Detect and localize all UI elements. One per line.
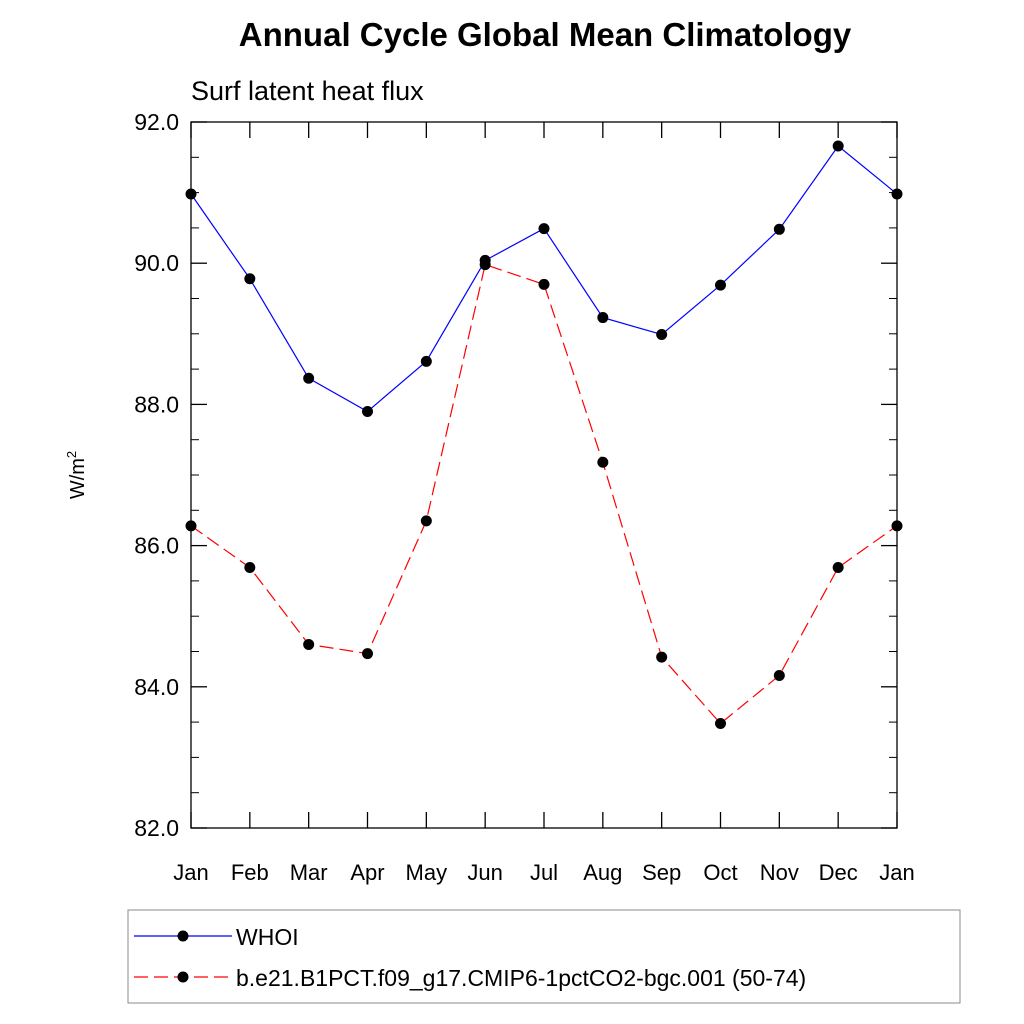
y-axis-label-superscript: 2: [64, 451, 79, 458]
data-point: [303, 638, 315, 650]
data-point: [538, 223, 550, 235]
data-point: [244, 273, 256, 285]
chart-subtitle: Surf latent heat flux: [191, 76, 424, 106]
data-point: [715, 718, 726, 730]
data-point: [715, 279, 726, 291]
data-point: [773, 223, 785, 235]
y-tick-label: 86.0: [134, 533, 179, 559]
legend-marker: [177, 930, 189, 942]
x-tick-label: Sep: [642, 860, 681, 885]
data-point: [597, 312, 609, 324]
series-1: [185, 140, 903, 417]
data-point: [303, 372, 315, 384]
data-point: [773, 670, 785, 682]
legend-box: [127, 909, 961, 1004]
x-tick-label: Jul: [530, 860, 558, 885]
y-tick-label: 92.0: [134, 109, 179, 135]
y-tick-label: 90.0: [134, 250, 179, 276]
data-point: [538, 278, 550, 290]
legend: WHOI b.e21.B1PCT.f09_g17.CMIP6-1pctCO2-bg…: [127, 909, 961, 1004]
series-line: [190, 263, 898, 725]
data-point: [891, 520, 903, 532]
x-tick-label: Apr: [350, 860, 384, 885]
x-tick-label: Oct: [703, 860, 737, 885]
data-point: [362, 405, 373, 417]
legend-marker: [177, 971, 189, 983]
y-axis-label: W/m2: [64, 451, 89, 499]
y-axis-label-text: W/m2: [64, 451, 89, 499]
data-point: [656, 651, 668, 663]
plot-axes: 82.0 84.0 86.0 88.0 90.0 92.0 Jan Feb Mar Apr May J…: [134, 109, 915, 885]
chart-title: Annual Cycle Global Mean Climatology: [239, 16, 852, 53]
series-2: [185, 259, 903, 730]
series-line: [190, 145, 898, 413]
data-point: [362, 648, 373, 660]
x-tick-label: Jan: [879, 860, 914, 885]
data-point: [891, 188, 903, 200]
x-tick-label: May: [406, 860, 448, 885]
data-point: [244, 561, 256, 573]
x-tick-label: Jan: [173, 860, 208, 885]
x-tick-label: Dec: [819, 860, 858, 885]
data-point: [420, 355, 432, 367]
data-point: [185, 520, 197, 532]
data-point: [832, 561, 844, 573]
y-tick-label: 88.0: [134, 391, 179, 417]
data-point: [597, 456, 609, 468]
data-point: [479, 259, 491, 271]
x-tick-label: Nov: [760, 860, 799, 885]
legend-label: b.e21.B1PCT.f09_g17.CMIP6-1pctCO2-bgc.00…: [236, 965, 806, 991]
x-tick-label: Aug: [583, 860, 622, 885]
y-tick-label: 82.0: [134, 815, 179, 841]
y-tick-label: 84.0: [134, 674, 179, 700]
legend-label: WHOI: [236, 924, 299, 950]
x-tick-label: Jun: [467, 860, 502, 885]
x-tick-label: Feb: [231, 860, 269, 885]
data-point: [656, 329, 668, 341]
data-point: [420, 515, 432, 527]
series-layer: [185, 140, 903, 730]
data-point: [185, 188, 197, 200]
data-point: [832, 140, 844, 152]
x-tick-label: Mar: [290, 860, 328, 885]
